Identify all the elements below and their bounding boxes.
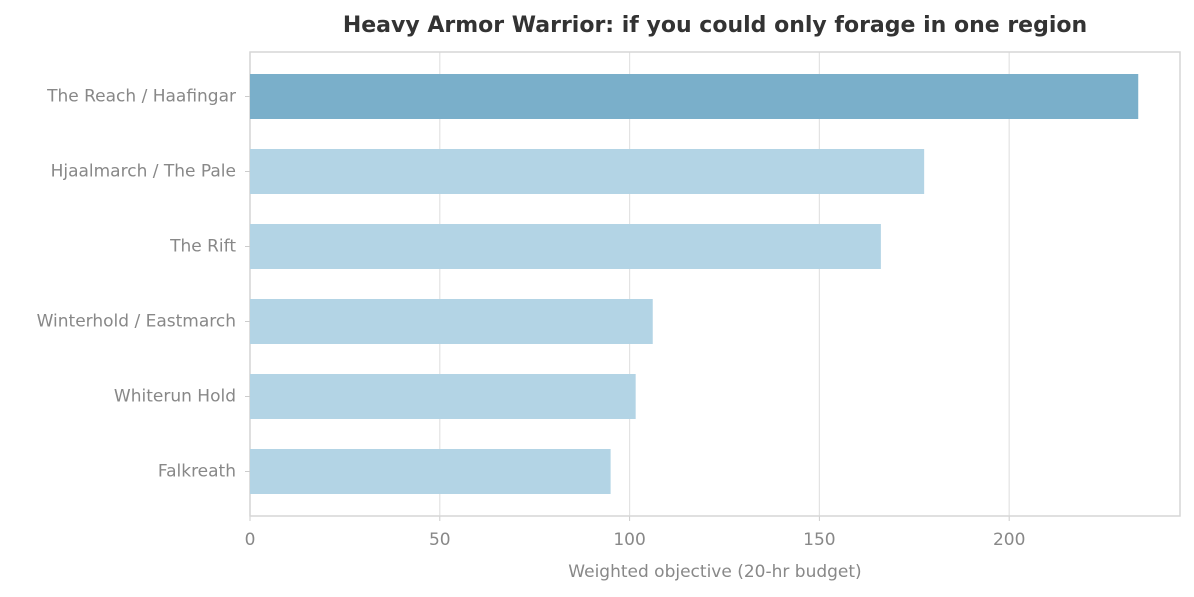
y-tick-label: Whiterun Hold <box>114 387 236 407</box>
x-axis-label: Weighted objective (20-hr budget) <box>568 562 861 582</box>
chart-title: Heavy Armor Warrior: if you could only f… <box>343 13 1087 38</box>
bar <box>250 149 925 194</box>
bar <box>250 74 1139 119</box>
y-tick-label: The Rift <box>169 237 236 257</box>
x-tick-label: 100 <box>613 530 645 550</box>
y-tick-label: Falkreath <box>158 462 236 482</box>
bar <box>250 449 611 494</box>
bar <box>250 224 881 269</box>
x-tick-label: 50 <box>429 530 451 550</box>
y-tick-label: Winterhold / Eastmarch <box>37 312 236 332</box>
x-tick-label: 200 <box>993 530 1025 550</box>
y-tick-label: The Reach / Haafingar <box>46 87 236 107</box>
x-tick-label: 150 <box>803 530 835 550</box>
bar <box>250 374 636 419</box>
x-tick-label: 0 <box>245 530 256 550</box>
y-tick-label: Hjaalmarch / The Pale <box>51 162 236 182</box>
bar <box>250 299 653 344</box>
plot-frame <box>249 51 1181 517</box>
